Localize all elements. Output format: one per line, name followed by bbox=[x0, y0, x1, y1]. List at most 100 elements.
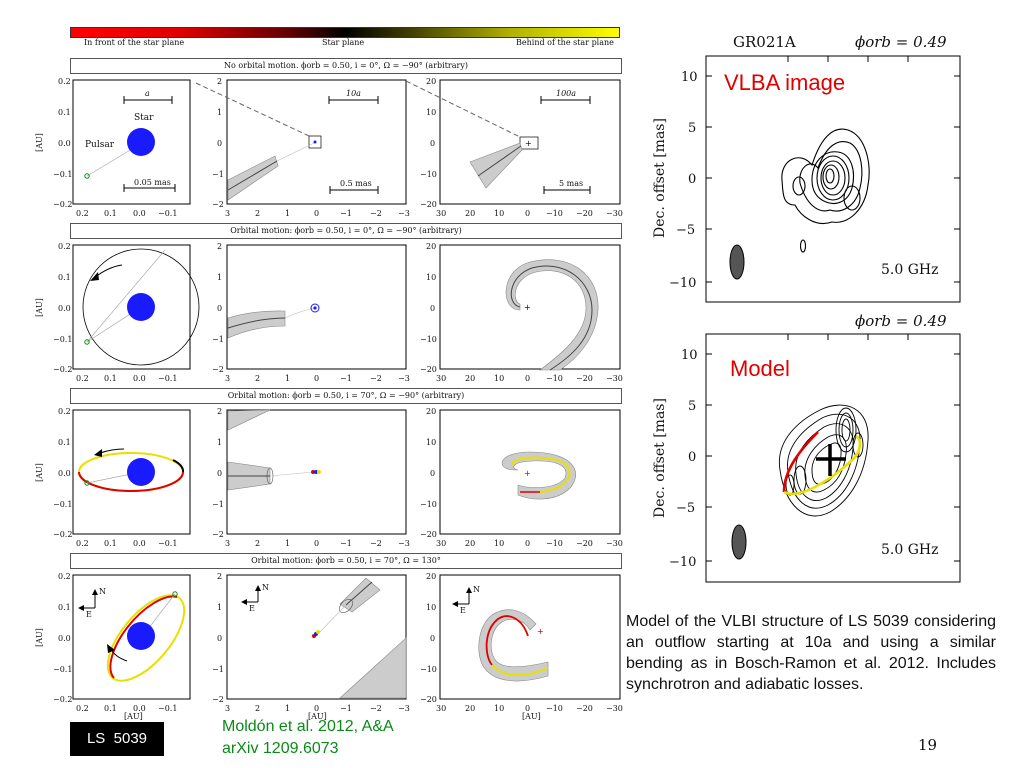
colorbar bbox=[70, 27, 620, 38]
svg-text:0.2: 0.2 bbox=[76, 209, 89, 218]
svg-text:−0.1: −0.1 bbox=[158, 209, 177, 218]
svg-text:0: 0 bbox=[430, 469, 435, 478]
svg-text:30: 30 bbox=[436, 209, 446, 218]
page-number: 19 bbox=[918, 736, 938, 754]
colorbar-right-label: Behind of the star plane bbox=[516, 38, 614, 47]
svg-text:−1: −1 bbox=[340, 209, 352, 218]
svg-text:2: 2 bbox=[217, 407, 222, 416]
svg-text:0: 0 bbox=[525, 539, 530, 548]
scale-a-label: a bbox=[145, 89, 150, 98]
svg-text:1: 1 bbox=[217, 603, 222, 612]
svg-text:−20: −20 bbox=[576, 374, 593, 383]
svg-text:1: 1 bbox=[217, 438, 222, 447]
svg-text:−10: −10 bbox=[669, 555, 696, 570]
c3-yticks: 20 10 0 −10 −20 20 10 0 −10 −20 20 10 0 −10 −20 20 10… bbox=[420, 77, 437, 704]
panel-r4-c3 bbox=[439, 574, 621, 700]
colorbar-center-label: Star plane bbox=[322, 38, 365, 47]
svg-text:0.0: 0.0 bbox=[58, 304, 71, 313]
ylabel-r1: [AU] bbox=[34, 133, 44, 152]
svg-text:+: + bbox=[524, 469, 531, 478]
svg-text:−5: −5 bbox=[676, 223, 695, 238]
svg-text:0: 0 bbox=[430, 304, 435, 313]
compass-east-3: E bbox=[460, 606, 466, 615]
svg-text:0: 0 bbox=[217, 634, 222, 643]
svg-text:1: 1 bbox=[285, 704, 290, 713]
r2-star bbox=[127, 293, 155, 321]
svg-text:0.2: 0.2 bbox=[76, 374, 89, 383]
svg-text:10: 10 bbox=[494, 209, 504, 218]
svg-text:0.0: 0.0 bbox=[133, 539, 146, 548]
svg-text:0: 0 bbox=[688, 450, 696, 465]
svg-text:−1: −1 bbox=[212, 665, 224, 674]
svg-text:0: 0 bbox=[314, 209, 319, 218]
svg-text:1: 1 bbox=[217, 273, 222, 282]
svg-text:−10: −10 bbox=[546, 539, 563, 548]
model-yellow-track bbox=[783, 434, 862, 495]
c2-yticks: 2 1 0 −1 −2 2 1 0 −1 −2 2 1 0 −1 −2 2 1 0 −1 −2 bbox=[212, 77, 224, 704]
svg-text:−0.1: −0.1 bbox=[53, 170, 72, 179]
svg-text:−10: −10 bbox=[420, 500, 437, 509]
vlba-ylabel: Dec. offset [mas] bbox=[651, 118, 668, 238]
svg-text:2: 2 bbox=[255, 704, 260, 713]
r1-star bbox=[127, 128, 155, 156]
svg-text:−1: −1 bbox=[340, 704, 352, 713]
reference-line-1: Moldón et al. 2012, A&A bbox=[222, 718, 394, 735]
svg-text:0.0: 0.0 bbox=[58, 139, 71, 148]
svg-text:0.2: 0.2 bbox=[58, 242, 71, 251]
svg-text:2: 2 bbox=[217, 572, 222, 581]
r1c1-yticks: 0.2 0.1 0.0 −0.1 −0.2 bbox=[53, 77, 72, 209]
svg-text:−1: −1 bbox=[340, 374, 352, 383]
svg-text:−2: −2 bbox=[212, 200, 224, 209]
svg-text:−20: −20 bbox=[420, 200, 437, 209]
svg-text:0.2: 0.2 bbox=[58, 407, 71, 416]
svg-text:−2: −2 bbox=[212, 695, 224, 704]
svg-text:5: 5 bbox=[688, 121, 696, 136]
vlba-phase: ϕorb = 0.49 bbox=[855, 33, 947, 51]
svg-text:0.1: 0.1 bbox=[104, 374, 117, 383]
model-ylabel: Dec. offset [mas] bbox=[651, 398, 668, 518]
svg-text:−20: −20 bbox=[576, 539, 593, 548]
svg-text:2: 2 bbox=[255, 374, 260, 383]
row-title-1: No orbital motion. ϕorb = 0.50, i = 0°, … bbox=[70, 58, 622, 74]
r4-star bbox=[127, 622, 155, 650]
svg-text:+: + bbox=[524, 303, 531, 312]
svg-text:−2: −2 bbox=[370, 539, 382, 548]
ylabel-r3: [AU] bbox=[34, 463, 44, 482]
scale-005-label: 0.05 mas bbox=[134, 178, 171, 187]
svg-text:20: 20 bbox=[465, 704, 475, 713]
model-phase: ϕorb = 0.49 bbox=[855, 312, 947, 330]
source-badge: LS 5039 bbox=[70, 722, 164, 756]
compass-east-2: E bbox=[249, 604, 255, 613]
svg-text:−2: −2 bbox=[370, 704, 382, 713]
svg-text:−0.1: −0.1 bbox=[53, 335, 72, 344]
colorbar-left-label: In front of the star plane bbox=[84, 38, 185, 47]
figure-caption: Model of the VLBI structure of LS 5039 c… bbox=[626, 613, 996, 693]
svg-text:−30: −30 bbox=[606, 374, 623, 383]
svg-text:−3: −3 bbox=[398, 539, 410, 548]
svg-text:−0.2: −0.2 bbox=[53, 200, 72, 209]
model-cross bbox=[816, 444, 846, 476]
svg-text:20: 20 bbox=[465, 539, 475, 548]
xlabel-c1: [AU] bbox=[124, 712, 143, 721]
svg-text:−0.2: −0.2 bbox=[53, 695, 72, 704]
svg-text:0.2: 0.2 bbox=[58, 77, 71, 86]
svg-text:0.1: 0.1 bbox=[58, 438, 71, 447]
svg-text:+: + bbox=[525, 139, 532, 148]
svg-text:10: 10 bbox=[426, 273, 436, 282]
row-title-4: Orbital motion: ϕorb = 0.50, i = 70°, Ω … bbox=[70, 553, 622, 569]
svg-text:0.0: 0.0 bbox=[58, 469, 71, 478]
row-title-3: Orbital motion: ϕorb = 0.50, i = 70°, Ω … bbox=[70, 388, 622, 404]
svg-text:−1: −1 bbox=[212, 500, 224, 509]
svg-text:2: 2 bbox=[217, 77, 222, 86]
svg-text:−20: −20 bbox=[576, 209, 593, 218]
vlba-label: VLBA image bbox=[724, 70, 846, 95]
svg-text:0.1: 0.1 bbox=[58, 603, 71, 612]
svg-text:0: 0 bbox=[430, 634, 435, 643]
svg-text:3: 3 bbox=[225, 209, 230, 218]
svg-text:−2: −2 bbox=[370, 374, 382, 383]
svg-text:−0.1: −0.1 bbox=[158, 539, 177, 548]
svg-text:0: 0 bbox=[314, 704, 319, 713]
svg-text:−10: −10 bbox=[546, 374, 563, 383]
svg-text:1: 1 bbox=[285, 374, 290, 383]
panel-r2-c2 bbox=[226, 244, 407, 370]
